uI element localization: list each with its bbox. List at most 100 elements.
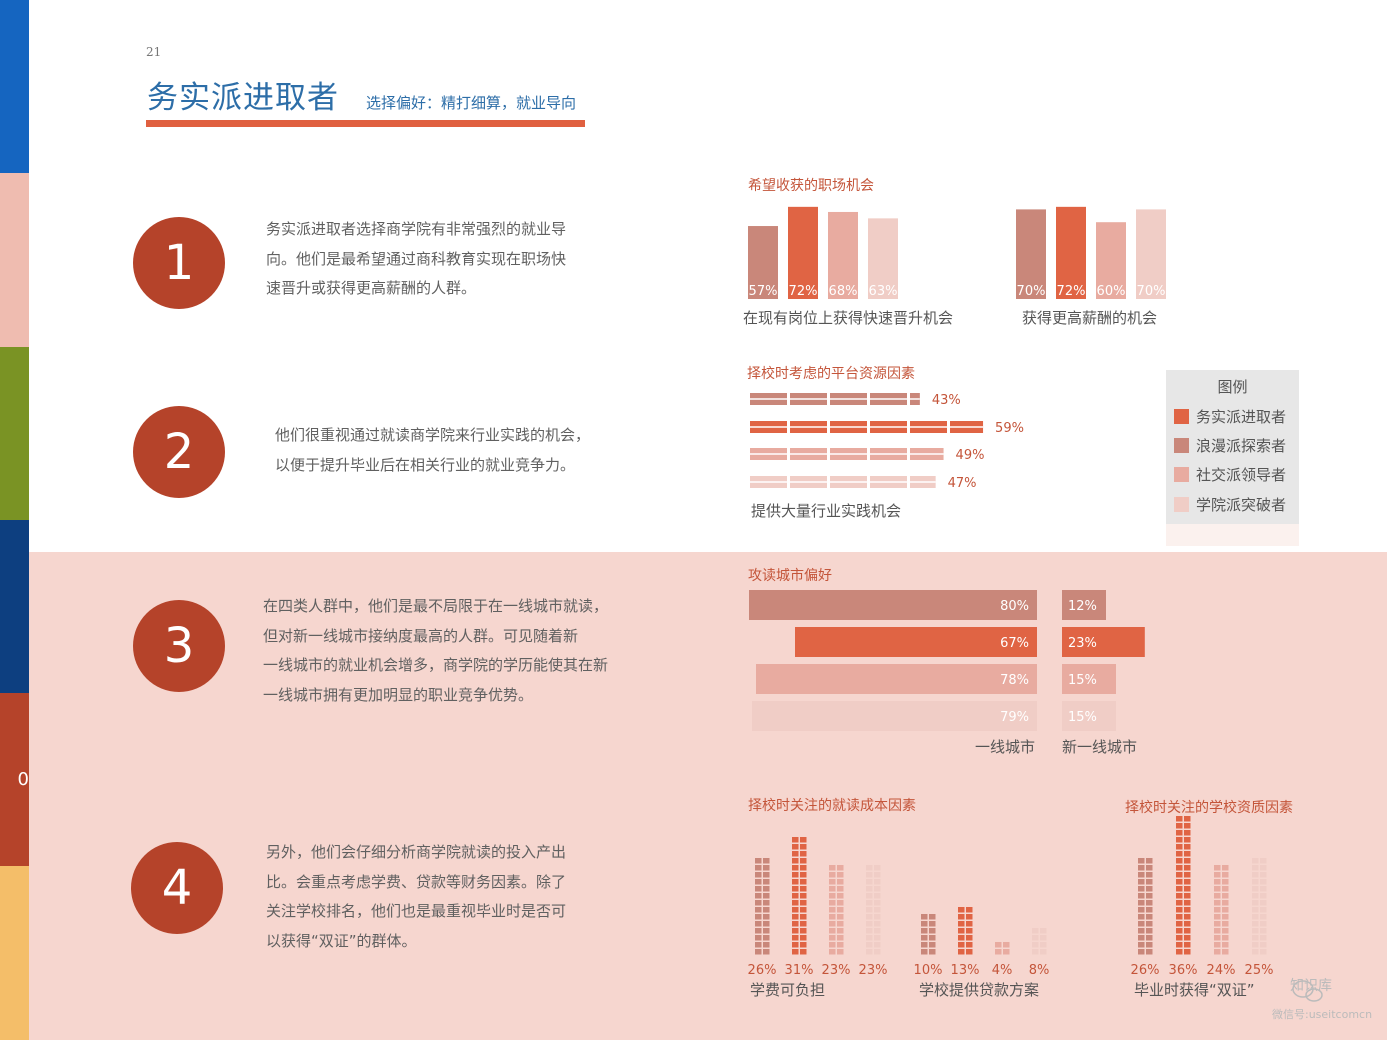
legend-item[interactable]: 务实派进取者 [1174, 406, 1286, 427]
cost-block [763, 928, 770, 934]
city-bar-newtier1 [1062, 590, 1106, 620]
cost-block [874, 879, 881, 885]
quality-block [1146, 914, 1153, 920]
quality-block [1260, 914, 1267, 920]
cost-block [755, 949, 762, 955]
quality-block [1260, 935, 1267, 941]
cost-label: 13% [951, 963, 980, 978]
point-2-circle: 2 [133, 406, 225, 498]
quality-block [1138, 921, 1145, 927]
text-line: 一线城市拥有更加明显的职业竞争优势。 [263, 685, 534, 704]
quality-block [1214, 949, 1221, 955]
career-bar [1096, 222, 1126, 299]
cost-block [800, 879, 807, 885]
pink-background-band [29, 552, 1387, 1040]
quality-block [1176, 928, 1183, 934]
stripe-blue [0, 0, 29, 173]
quality-block [1252, 893, 1259, 899]
quality-column [1214, 865, 1229, 955]
cost-block [866, 949, 873, 955]
quality-block [1214, 865, 1221, 871]
cost-block [763, 921, 770, 927]
quality-block [1176, 865, 1183, 871]
quality-block [1176, 823, 1183, 829]
quality-block [1252, 928, 1259, 934]
cost-block [792, 837, 799, 843]
quality-block [1222, 872, 1229, 878]
quality-block [1138, 886, 1145, 892]
cost-block [755, 900, 762, 906]
quality-block [1214, 935, 1221, 941]
cost-block [1040, 935, 1047, 941]
cost-label: 23% [822, 963, 851, 978]
cost-block [874, 921, 881, 927]
quality-block [1184, 823, 1191, 829]
cost-block [755, 886, 762, 892]
city-bar-newtier1-label: 15% [1068, 673, 1097, 688]
cost-block [800, 858, 807, 864]
quality-block [1252, 907, 1259, 913]
legend-item[interactable]: 学院派突破者 [1174, 494, 1286, 515]
cost-block [866, 886, 873, 892]
quality-block [1146, 942, 1153, 948]
quality-block [1222, 921, 1229, 927]
quality-block [1138, 942, 1145, 948]
quality-block [1252, 921, 1259, 927]
legend-label: 学院派突破者 [1196, 496, 1287, 514]
cost-block [792, 949, 799, 955]
city-bar-newtier1-label: 12% [1068, 599, 1097, 614]
cost-block [866, 921, 873, 927]
cost-block [1032, 942, 1039, 948]
cost-block [800, 935, 807, 941]
chart-cost-category-2: 学校提供贷款方案 [919, 981, 1040, 999]
quality-block [1176, 949, 1183, 955]
quality-block [1260, 858, 1267, 864]
cost-block [800, 865, 807, 871]
quality-label: 26% [1131, 963, 1160, 978]
cost-block [792, 914, 799, 920]
quality-block [1222, 935, 1229, 941]
legend-item[interactable]: 浪漫派探索者 [1174, 435, 1286, 456]
cost-block [763, 858, 770, 864]
cost-block [866, 872, 873, 878]
text-line: 一线城市的就业机会增多，商学院的学历能使其在新 [263, 656, 609, 674]
text-line: 在四类人群中，他们是最不局限于在一线城市就读， [263, 597, 609, 615]
quality-block [1222, 914, 1229, 920]
title-underline [146, 120, 585, 127]
cost-block [874, 949, 881, 955]
cost-block [837, 949, 844, 955]
quality-block [1260, 942, 1267, 948]
quality-block [1184, 893, 1191, 899]
legend-swatch [1174, 467, 1189, 482]
quality-block [1252, 942, 1259, 948]
career-bar-label: 63% [869, 284, 898, 299]
legend-item[interactable]: 社交派领导者 [1174, 464, 1286, 485]
text-line: 向。他们是最希望通过商科教育实现在职场快 [266, 249, 567, 268]
quality-block [1184, 907, 1191, 913]
cost-block [866, 928, 873, 934]
quality-block [1138, 879, 1145, 885]
city-bar-tier1-label: 67% [1000, 636, 1029, 651]
cost-block [763, 942, 770, 948]
cost-block [1032, 928, 1039, 934]
cost-block [829, 900, 836, 906]
cost-block [792, 844, 799, 850]
quality-block [1138, 900, 1145, 906]
text-line: 以获得“双证”的群体。 [266, 931, 417, 950]
quality-block [1260, 865, 1267, 871]
cost-block [755, 914, 762, 920]
quality-block [1214, 907, 1221, 913]
quality-block [1176, 935, 1183, 941]
cost-block [874, 942, 881, 948]
cost-block [800, 907, 807, 913]
career-bar-label: 70% [1137, 284, 1166, 299]
cost-block [929, 928, 936, 934]
cost-block [995, 949, 1002, 955]
cost-block [1040, 949, 1047, 955]
city-bar-tier1 [749, 590, 1037, 620]
cost-block [921, 921, 928, 927]
cost-block [866, 893, 873, 899]
text-line: 务实派进取者选择商学院有非常强烈的就业导 [266, 220, 567, 238]
quality-block [1252, 879, 1259, 885]
